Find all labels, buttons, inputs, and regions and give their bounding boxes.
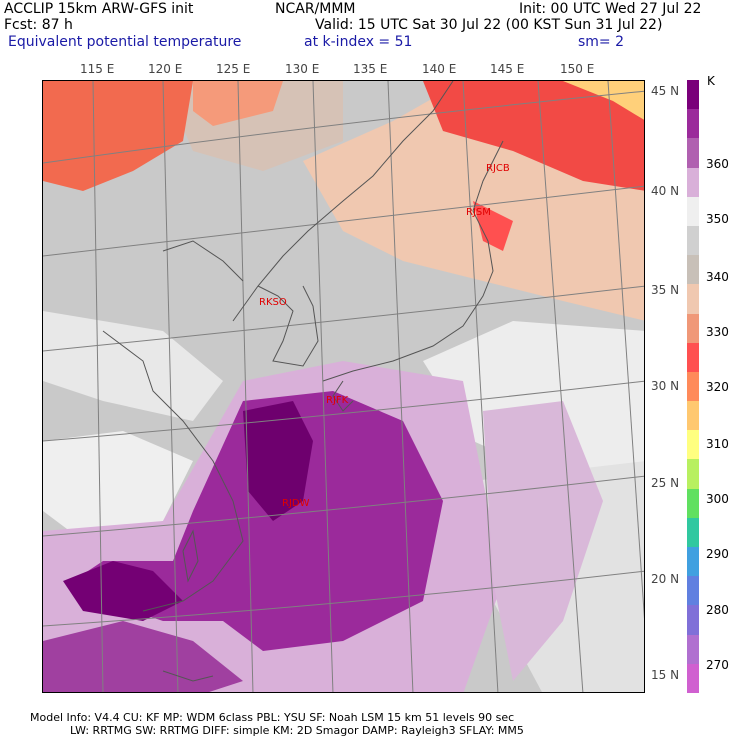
colorbar-segment [687,313,699,344]
colorbar-segment [687,663,699,694]
field-darkpurple-2 [63,561,183,621]
colorbar-segment [687,138,699,169]
lon-label: 115 E [80,62,115,76]
field-red-northwest [43,81,193,191]
map-panel: RJCB RJSM RKSO RJFK RJDW [42,80,645,693]
lat-label: 35 N [651,283,680,297]
colorbar-label: 330 [706,325,729,339]
colorbar-label: 270 [706,658,729,672]
lon-label: 130 E [285,62,320,76]
field-darkpurple-1 [243,401,313,521]
field-red-japan [473,201,513,251]
colorbar-segment [687,459,699,490]
colorbar-segment [687,167,699,198]
colorbar-segment [687,80,699,110]
field-white-patch-1 [43,311,223,421]
lon-label: 140 E [422,62,457,76]
title-center: NCAR/MMM [275,1,356,17]
model-info-line1: Model Info: V4.4 CU: KF MP: WDM 6class P… [30,711,515,724]
colorbar-segment [687,109,699,139]
colorbar-segment [687,547,699,577]
colorbar-segment [687,576,699,606]
colorbar-label: 360 [706,157,729,171]
lat-label: 45 N [651,84,680,98]
colorbar-segment [687,371,699,402]
level-info: at k-index = 51 [304,34,413,50]
colorbar-label: 290 [706,547,729,561]
colorbar-segment [687,255,699,285]
lon-label: 120 E [148,62,183,76]
field-salmon-north [193,81,283,126]
lon-label: 125 E [216,62,251,76]
lat-label: 25 N [651,476,680,490]
graticule [43,81,644,692]
colorbar-label: 340 [706,270,729,284]
smoothing-info: sm= 2 [578,34,625,50]
field-white-patch-2 [43,431,193,541]
colorbar-segment [687,225,699,256]
title-run: ACCLIP 15km ARW-GFS init [4,1,194,17]
field-name: Equivalent potential temperature [8,34,242,50]
forecast-hour: Fcst: 87 h [4,17,73,33]
colorbar-label: 300 [706,492,729,506]
field-purple-southwest [43,621,243,692]
lat-label: 15 N [651,668,680,682]
colorbar-label: 310 [706,437,729,451]
colorbar-segment [687,342,699,373]
valid-time: Valid: 15 UTC Sat 30 Jul 22 (00 KST Sun … [315,17,663,33]
colorbar-segment [687,196,699,227]
lat-label: 30 N [651,379,680,393]
lon-label: 135 E [353,62,388,76]
field-orange-corner [563,81,644,120]
init-time: Init: 00 UTC Wed 27 Jul 22 [519,1,702,17]
map-canvas [43,81,644,692]
colorbar-label: 350 [706,212,729,226]
colorbar-segment [687,401,699,431]
field-lilac-east [483,401,603,681]
model-info-line2: LW: RRTMG SW: RRTMG DIFF: simple KM: 2D … [70,724,524,737]
station-rjdw: RJDW [282,498,310,509]
colorbar [687,80,699,694]
station-rkso: RKSO [259,297,287,308]
colorbar-segment [687,284,699,315]
colorbar-label: 280 [706,603,729,617]
station-rjcb: RJCB [486,163,510,174]
lon-label: 145 E [490,62,525,76]
colorbar-segment [687,430,699,460]
station-rjfk: RJFK [326,395,349,406]
colorbar-unit: K [707,74,715,88]
lat-label: 20 N [651,572,680,586]
colorbar-segment [687,488,699,519]
colorbar-segment [687,517,699,548]
field-white-patch-3 [423,321,644,481]
lat-label: 40 N [651,184,680,198]
colorbar-label: 320 [706,380,729,394]
colorbar-segment [687,605,699,636]
station-rjsm: RJSM [466,207,491,218]
coastlines [102,81,504,682]
lon-label: 150 E [560,62,595,76]
colorbar-segment [687,634,699,665]
